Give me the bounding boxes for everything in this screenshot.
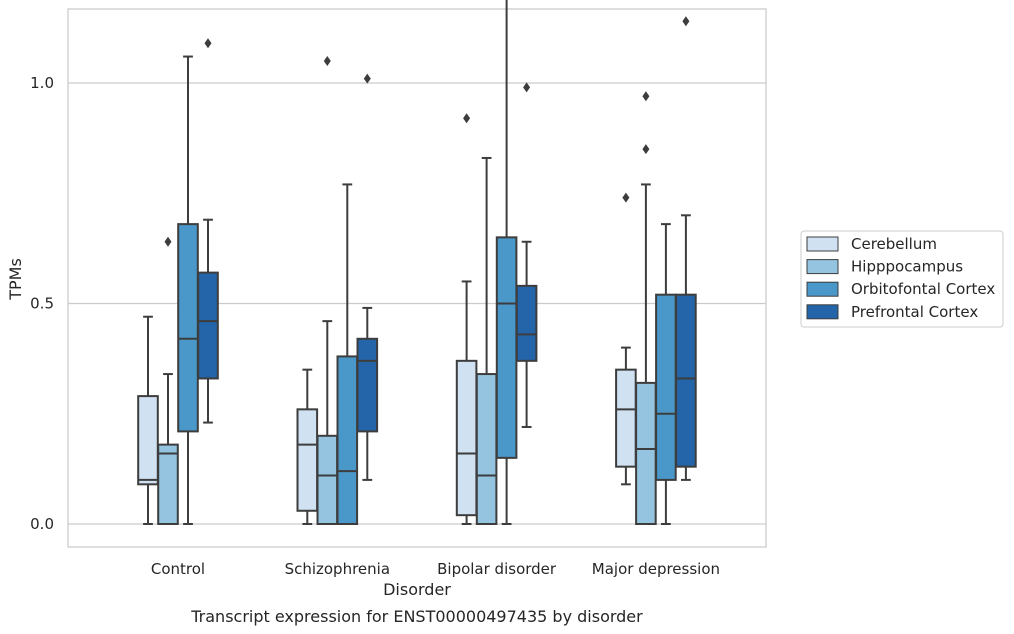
y-tick-label: 0.5 [30, 295, 54, 313]
box-orbitofontal-cortex-3 [655, 223, 677, 525]
box-hipppocampus-2 [475, 156, 498, 525]
legend-swatch [806, 281, 839, 297]
x-axis-title: Disorder [383, 580, 451, 599]
chart-caption: Transcript expression for ENST0000049743… [190, 607, 643, 626]
outlier-point [622, 192, 630, 203]
legend-label: Cerebellum [851, 235, 937, 253]
box-body [356, 337, 379, 433]
box-body [635, 381, 657, 525]
x-tick-labels: Control Schizophrenia Bipolar disorder Majo… [151, 560, 720, 578]
outlier-point [523, 82, 531, 93]
box-body [515, 284, 538, 362]
outlier-point [204, 38, 212, 49]
box-body [137, 395, 159, 486]
legend-label: Orbitofontal Cortex [851, 280, 995, 298]
y-tick-labels: 0.00.51.01.52.0 [30, 74, 54, 533]
x-tick-label: Schizophrenia [285, 560, 390, 578]
legend: Cerebellum Hipppocampus Orbitofontal Corte… [800, 230, 1004, 328]
box-body [296, 408, 319, 512]
outlier-point [463, 113, 471, 124]
box-body [336, 355, 359, 526]
box-orbitofontal-cortex-2 [495, 0, 518, 525]
y-axis-title: TPMs [6, 258, 25, 301]
box-body [615, 368, 637, 468]
legend-frame [800, 230, 1004, 328]
legend-swatch [806, 304, 839, 320]
legend-swatch [806, 236, 839, 252]
box-body [495, 236, 518, 459]
outlier-point [642, 91, 650, 102]
box-hipppocampus-0 [157, 236, 179, 525]
box-prefrontal-cortex-3 [675, 16, 697, 481]
x-tick-label: Major depression [592, 560, 720, 578]
box-body [197, 271, 219, 380]
outlier-point [363, 73, 371, 84]
box-body [475, 373, 498, 525]
y-tick-label: 1.0 [30, 74, 54, 92]
x-tick-label: Bipolar disorder [437, 560, 557, 578]
box-prefrontal-cortex-0 [197, 38, 219, 424]
box-prefrontal-cortex-1 [356, 73, 379, 481]
outlier-point [682, 16, 690, 27]
box-body [455, 359, 478, 517]
outlier-point [642, 144, 650, 155]
x-tick-label: Control [151, 560, 205, 578]
outlier-point [323, 55, 331, 66]
box-cerebellum-0 [137, 315, 159, 525]
legend-swatch [806, 259, 839, 275]
boxes [137, 0, 697, 526]
box-prefrontal-cortex-2 [515, 82, 538, 428]
legend-label: Prefrontal Cortex [851, 303, 978, 321]
box-body [655, 293, 677, 481]
outlier-point [164, 236, 172, 247]
box-body [177, 223, 199, 433]
box-orbitofontal-cortex-1 [336, 183, 359, 526]
legend-label: Hipppocampus [851, 258, 963, 276]
y-tick-label: 0.0 [30, 515, 54, 533]
box-body [316, 434, 339, 525]
box-body [157, 443, 179, 525]
box-body [675, 293, 697, 468]
